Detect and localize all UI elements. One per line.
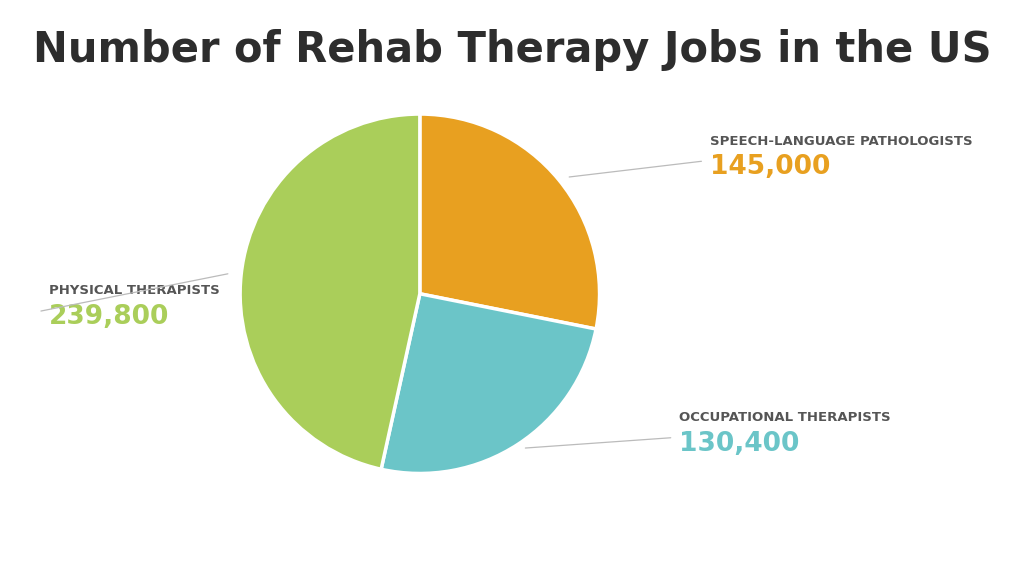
Text: Number of Rehab Therapy Jobs in the US: Number of Rehab Therapy Jobs in the US (33, 29, 991, 71)
Wedge shape (241, 114, 420, 469)
Wedge shape (420, 114, 599, 329)
Wedge shape (381, 294, 596, 473)
Text: 239,800: 239,800 (49, 304, 170, 330)
Text: 130,400: 130,400 (679, 430, 800, 457)
Text: PHYSICAL THERAPISTS: PHYSICAL THERAPISTS (49, 285, 220, 297)
Text: OCCUPATIONAL THERAPISTS: OCCUPATIONAL THERAPISTS (679, 411, 891, 424)
Text: 145,000: 145,000 (710, 154, 830, 180)
Text: SPEECH-LANGUAGE PATHOLOGISTS: SPEECH-LANGUAGE PATHOLOGISTS (710, 135, 972, 147)
